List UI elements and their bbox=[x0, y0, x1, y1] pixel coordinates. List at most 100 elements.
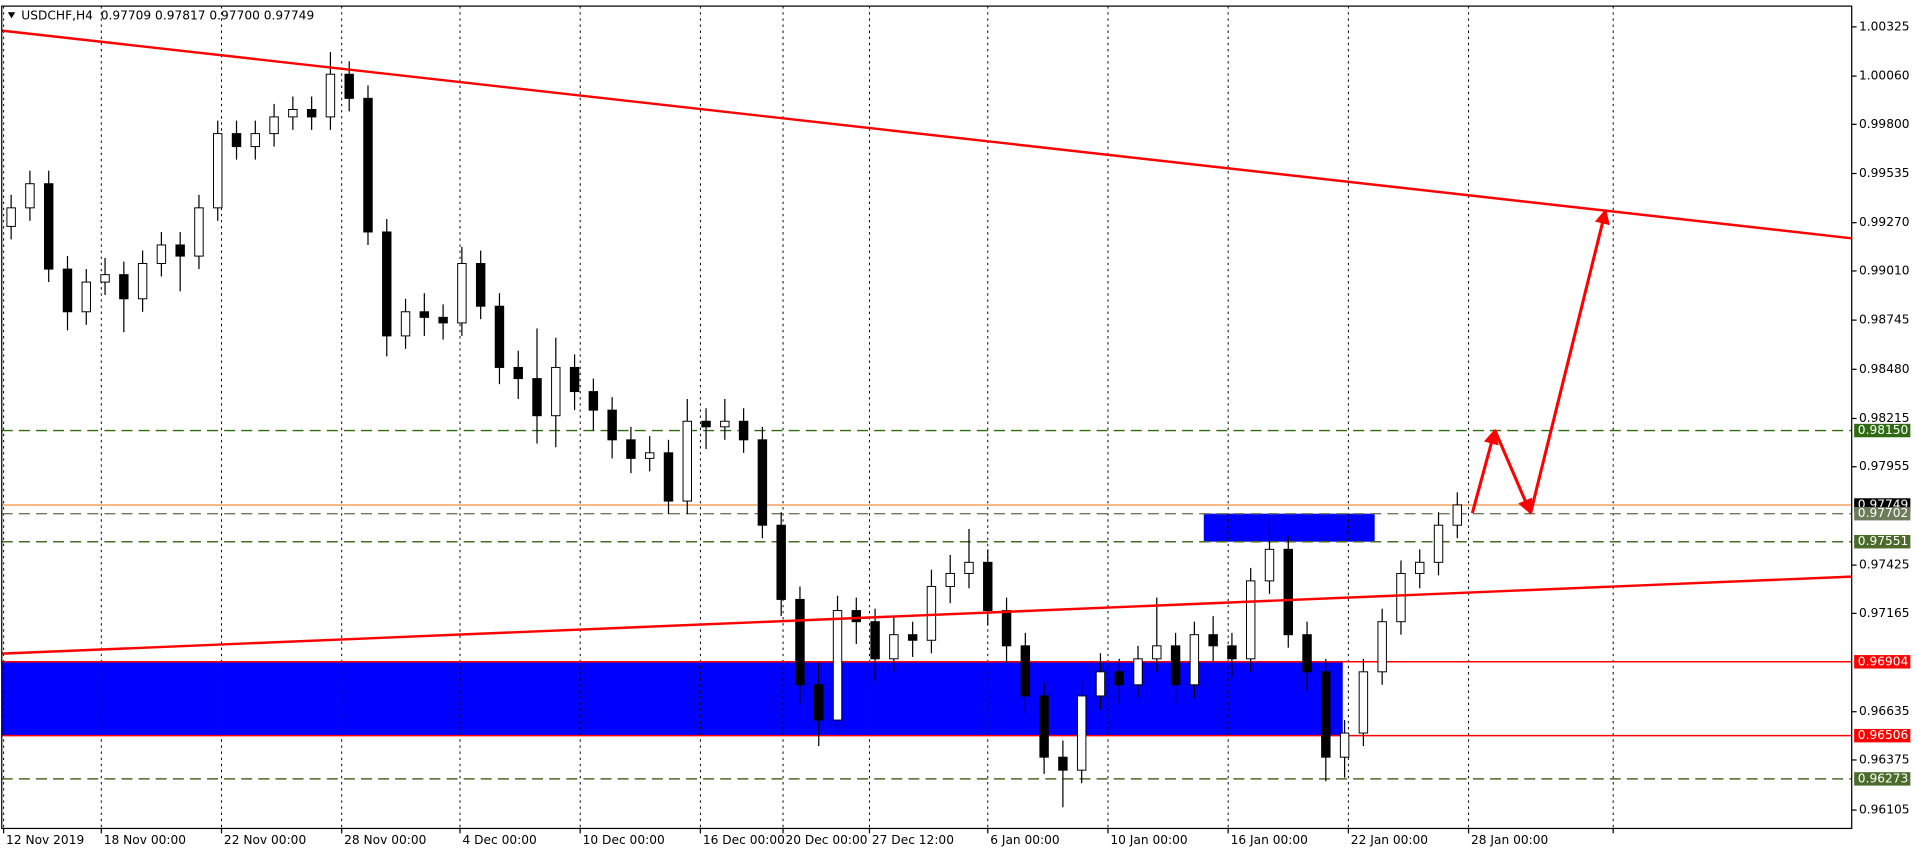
y-tick-label: 0.99270 bbox=[1859, 215, 1909, 229]
candle-body bbox=[475, 263, 486, 307]
candle-body bbox=[964, 561, 974, 574]
y-tick-label: 0.97165 bbox=[1859, 606, 1909, 620]
candle-body bbox=[457, 263, 467, 324]
levels bbox=[1, 429, 1852, 780]
candle-body bbox=[288, 108, 298, 118]
candle-body bbox=[231, 133, 242, 148]
candle-body bbox=[738, 420, 749, 441]
projection-arrow bbox=[1493, 429, 1533, 515]
candle-body bbox=[1208, 634, 1218, 647]
level-label: 0.96904 bbox=[1858, 654, 1909, 668]
candle-body bbox=[1170, 645, 1181, 686]
level-label-box bbox=[1854, 655, 1911, 669]
y-tick-label: 0.98480 bbox=[1859, 362, 1909, 376]
y-tick-label: 0.99535 bbox=[1859, 166, 1909, 180]
y-tick-label: 0.99800 bbox=[1859, 117, 1909, 131]
candle-body bbox=[1133, 658, 1143, 686]
plot-frame bbox=[1, 5, 1853, 830]
x-tick-label: 22 Jan 00:00 bbox=[1351, 833, 1428, 847]
candle-body bbox=[569, 366, 580, 393]
candle-body bbox=[983, 561, 993, 612]
y-tick-label: 0.97425 bbox=[1859, 558, 1909, 572]
level-label: 0.98150 bbox=[1858, 423, 1908, 437]
candle-body bbox=[156, 244, 167, 265]
menu-triangle[interactable] bbox=[7, 12, 16, 19]
x-tick-label: 10 Dec 00:00 bbox=[583, 833, 665, 847]
level-label-box bbox=[1854, 506, 1911, 521]
candle-body bbox=[889, 634, 899, 660]
x-tick-label: 18 Nov 00:00 bbox=[104, 833, 186, 847]
x-tick-label: 20 Dec 00:00 bbox=[785, 833, 867, 847]
candle-body bbox=[757, 439, 768, 526]
candle-body bbox=[1396, 572, 1406, 623]
candle-body bbox=[945, 572, 955, 587]
candle-body bbox=[926, 585, 937, 641]
chart-title: USDCHF,H4 bbox=[21, 8, 93, 22]
candle-body bbox=[907, 634, 918, 641]
candle-body bbox=[6, 207, 16, 227]
y-tick-label: 1.00060 bbox=[1859, 69, 1909, 83]
drawings bbox=[1, 29, 1852, 655]
candle-body bbox=[1358, 671, 1369, 734]
candle-body bbox=[607, 409, 617, 441]
x-tick-label: 10 Jan 00:00 bbox=[1110, 833, 1187, 847]
candle-body bbox=[100, 274, 110, 283]
candle-body bbox=[1114, 671, 1124, 686]
candle-body bbox=[776, 524, 786, 600]
y-tick-label: 0.96375 bbox=[1859, 752, 1909, 766]
candle-body bbox=[306, 108, 317, 118]
level-label-box bbox=[1854, 772, 1911, 786]
candle-body bbox=[588, 391, 599, 411]
candle-body bbox=[832, 610, 843, 721]
candle-body bbox=[1227, 645, 1237, 660]
y-tick-label: 0.99010 bbox=[1859, 263, 1909, 277]
candle-body bbox=[438, 316, 448, 324]
chart-quote: 0.97709 0.97817 0.97700 0.97749 bbox=[101, 8, 315, 22]
candle-body bbox=[119, 274, 129, 300]
x-tick-label: 27 Dec 12:00 bbox=[872, 833, 954, 847]
level-label: 0.96506 bbox=[1858, 728, 1908, 742]
candle-body bbox=[137, 263, 148, 300]
candle-body bbox=[1039, 695, 1049, 758]
candle-body bbox=[532, 378, 542, 417]
candle-body bbox=[1415, 561, 1425, 574]
candle-body bbox=[194, 207, 204, 257]
y-tick-label: 0.98215 bbox=[1859, 411, 1909, 425]
candle-body bbox=[363, 97, 373, 233]
candle-body bbox=[870, 621, 880, 660]
candle-body bbox=[269, 116, 279, 135]
level-label: 0.96273 bbox=[1858, 771, 1908, 785]
y-tick-label: 0.97955 bbox=[1859, 459, 1909, 473]
candle-body bbox=[25, 183, 35, 209]
projection-arrow bbox=[1529, 208, 1610, 514]
candle-body bbox=[626, 439, 636, 459]
candle-body bbox=[1302, 634, 1312, 673]
y-tick-label: 0.96635 bbox=[1859, 704, 1909, 718]
trend-line bbox=[1, 575, 1852, 655]
candle-body bbox=[400, 311, 411, 337]
candle-body bbox=[1452, 504, 1463, 526]
grid bbox=[3, 6, 1614, 829]
level-label: 0.97702 bbox=[1858, 506, 1908, 520]
x-tick-label: 28 Jan 00:00 bbox=[1471, 833, 1548, 847]
candle-body bbox=[325, 73, 336, 118]
candle-body bbox=[419, 311, 430, 318]
candle-body bbox=[795, 598, 805, 686]
candle-body bbox=[1283, 548, 1293, 636]
candle-body bbox=[1433, 524, 1444, 563]
level-label-box bbox=[1854, 728, 1911, 743]
candle-body bbox=[250, 133, 261, 148]
candle-body bbox=[701, 420, 711, 428]
candle-body bbox=[1020, 645, 1031, 697]
candle-body bbox=[551, 366, 561, 417]
candle-body bbox=[1076, 695, 1087, 771]
candle-body bbox=[1321, 671, 1331, 758]
axes: 12 Nov 2019 18 Nov 00:00 22 Nov 00:00 28 No… bbox=[3, 19, 1911, 847]
candle-body bbox=[720, 420, 730, 428]
x-tick-label: 16 Dec 00:00 bbox=[703, 833, 785, 847]
candle-body bbox=[1152, 645, 1162, 660]
candle-body bbox=[814, 684, 824, 721]
candle-body bbox=[1058, 756, 1068, 771]
candle-body bbox=[1264, 548, 1275, 582]
